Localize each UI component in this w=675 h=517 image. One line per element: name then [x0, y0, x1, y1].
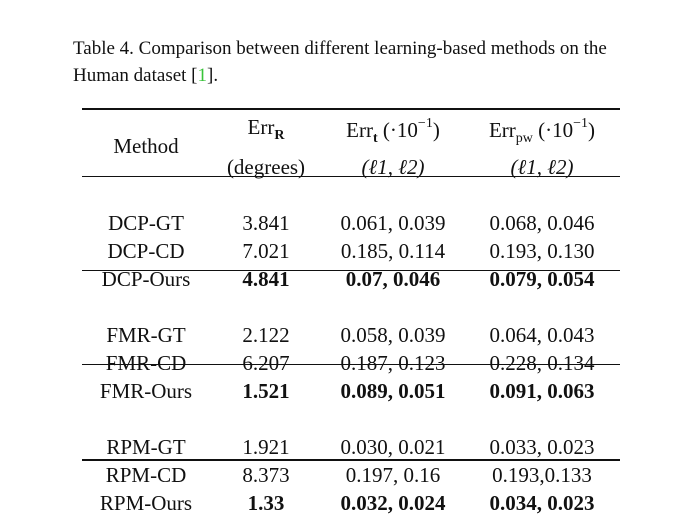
method-cell: DCP-Ours: [101, 267, 191, 291]
table-row: DCP-CD 7.021 0.185, 0.114 0.193, 0.130: [82, 237, 620, 265]
err-pw-cell: 0.228, 0.134: [489, 351, 595, 375]
table-row: DCP-Ours 4.841 0.07, 0.046 0.079, 0.054: [82, 265, 620, 293]
err-t-cell: 0.030, 0.021: [340, 435, 446, 459]
header-err-r: ErrR: [247, 115, 285, 143]
err-t-cell: 0.187, 0.123: [340, 351, 446, 375]
err-t-cell: 0.185, 0.114: [340, 239, 446, 263]
top-rule: [82, 108, 620, 110]
err-r-cell: 8.373: [242, 463, 290, 487]
err-pw-cell: 0.193, 0.130: [489, 239, 595, 263]
group-spacer: [82, 293, 620, 321]
table-row: RPM-Ours 1.33 0.032, 0.024 0.034, 0.023: [82, 489, 620, 517]
method-cell: RPM-CD: [105, 463, 187, 487]
err-pw-cell: 0.034, 0.023: [489, 491, 595, 515]
method-cell: FMR-GT: [106, 323, 186, 347]
caption-end: ].: [207, 65, 219, 86]
caption-text: Table 4. Comparison between different le…: [73, 38, 607, 86]
err-r-cell: 1.33: [247, 491, 285, 515]
err-pw-cell: 0.091, 0.063: [489, 379, 595, 403]
err-t-cell: 0.061, 0.039: [340, 211, 446, 235]
method-cell: RPM-GT: [106, 435, 186, 459]
results-table: Method ErrR Errt (·10−1) Errpw (·10−1) (…: [82, 110, 620, 517]
table-row: FMR-GT 2.122 0.058, 0.039 0.064, 0.043: [82, 321, 620, 349]
group-spacer: [82, 181, 620, 209]
header-rule: [82, 176, 620, 177]
err-t-cell: 0.089, 0.051: [340, 379, 446, 403]
err-r-cell: 3.841: [242, 211, 290, 235]
err-pw-cell: 0.193,0.133: [492, 463, 592, 487]
table-row: FMR-Ours 1.521 0.089, 0.051 0.091, 0.063: [82, 377, 620, 405]
header-method: Method: [113, 133, 179, 158]
header-err-pw: Errpw (·10−1): [488, 116, 596, 146]
group-rule-2: [82, 364, 620, 365]
err-t-cell: 0.058, 0.039: [340, 323, 446, 347]
header-err-t: Errt (·10−1): [346, 116, 440, 146]
header-err-r-unit: (degrees): [226, 155, 306, 179]
err-r-cell: 1.521: [242, 379, 290, 403]
err-r-cell: 4.841: [242, 267, 290, 291]
table-row: RPM-CD 8.373 0.197, 0.16 0.193,0.133: [82, 461, 620, 489]
err-t-cell: 0.032, 0.024: [340, 491, 446, 515]
table-caption: Table 4. Comparison between different le…: [73, 35, 653, 89]
err-r-cell: 6.207: [242, 351, 290, 375]
err-t-cell: 0.07, 0.046: [345, 267, 441, 291]
method-cell: RPM-Ours: [99, 491, 193, 515]
header-row-2: (degrees) (ℓ1, ℓ2) (ℓ1, ℓ2): [82, 153, 620, 181]
method-cell: DCP-GT: [108, 211, 184, 235]
err-pw-cell: 0.033, 0.023: [489, 435, 595, 459]
table-row: DCP-GT 3.841 0.061, 0.039 0.068, 0.046: [82, 209, 620, 237]
header-err-t-norms: (ℓ1, ℓ2): [361, 155, 425, 179]
header-row-1: Method ErrR Errt (·10−1) Errpw (·10−1): [82, 110, 620, 158]
method-cell: FMR-CD: [105, 351, 187, 375]
table-row: RPM-GT 1.921 0.030, 0.021 0.033, 0.023: [82, 433, 620, 461]
group-spacer: [82, 405, 620, 433]
err-r-cell: 7.021: [242, 239, 290, 263]
err-r-cell: 2.122: [242, 323, 290, 347]
method-cell: DCP-CD: [107, 239, 185, 263]
method-cell: FMR-Ours: [99, 379, 193, 403]
err-pw-cell: 0.064, 0.043: [489, 323, 595, 347]
err-r-cell: 1.921: [242, 435, 290, 459]
table-row: FMR-CD 6.207 0.187, 0.123 0.228, 0.134: [82, 349, 620, 377]
err-t-cell: 0.197, 0.16: [345, 463, 441, 487]
group-rule-1: [82, 270, 620, 271]
bottom-rule: [82, 459, 620, 461]
citation-link[interactable]: 1: [197, 65, 208, 86]
header-err-pw-norms: (ℓ1, ℓ2): [510, 155, 574, 179]
err-pw-cell: 0.079, 0.054: [489, 267, 595, 291]
err-pw-cell: 0.068, 0.046: [489, 211, 595, 235]
